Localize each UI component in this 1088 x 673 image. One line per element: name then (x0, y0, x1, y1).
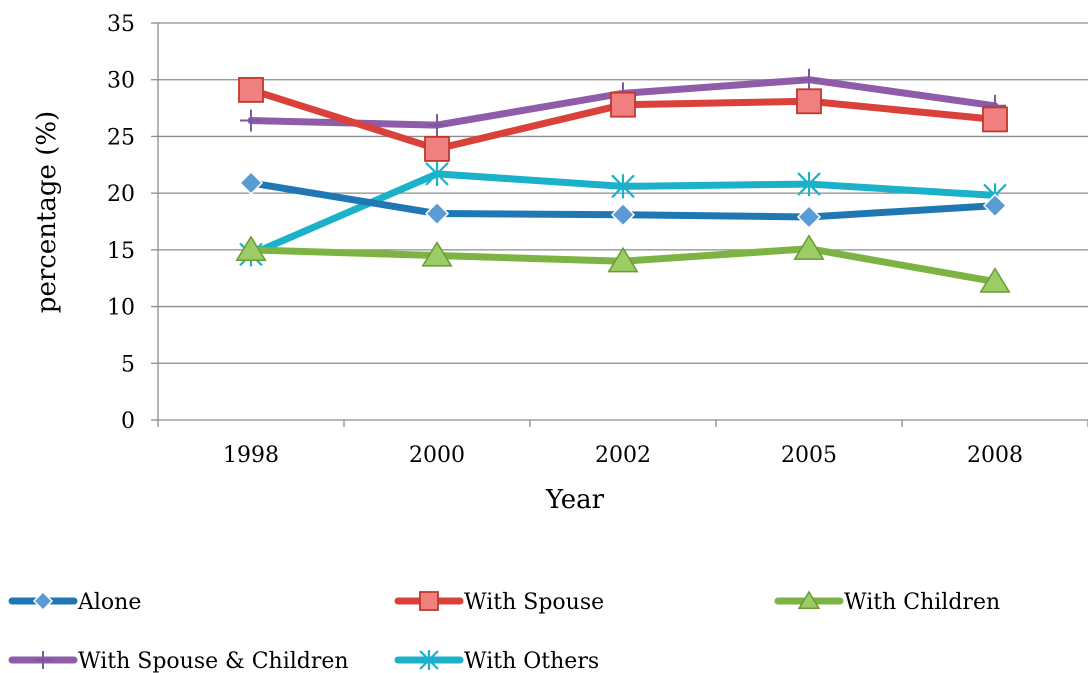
legend-label: With Children (844, 590, 1000, 615)
legend: Alone With Spouse With Children With Spouse… (8, 590, 1000, 673)
data-point (424, 136, 450, 162)
series-with-spouse (238, 77, 1008, 162)
data-point (793, 234, 825, 260)
legend-label: With Spouse (464, 590, 604, 615)
data-point (235, 235, 267, 262)
y-tick-label: 15 (107, 239, 135, 264)
square-marker (424, 136, 450, 162)
data-point (797, 171, 821, 197)
legend-label: With Others (464, 649, 599, 673)
data-point (796, 88, 822, 115)
triangle-marker (607, 246, 639, 273)
legend-marker (32, 590, 54, 612)
diamond-marker (424, 201, 450, 226)
triangle-marker (793, 234, 825, 260)
y-tick-label: 5 (121, 352, 135, 377)
data-point (610, 91, 636, 118)
legend-item-with-others: With Others (394, 649, 599, 673)
y-tick-label: 25 (107, 125, 135, 150)
data-point (426, 114, 448, 137)
data-point (796, 204, 822, 230)
legend-item-with-spouse-children: With Spouse & Children (8, 649, 349, 673)
square-marker (610, 91, 636, 118)
legend-marker (797, 590, 821, 609)
diamond-marker (238, 170, 264, 195)
y-tick-label: 35 (107, 12, 135, 37)
x-tick-label: 1998 (223, 443, 279, 468)
legend-label: With Spouse & Children (78, 649, 349, 673)
y-tick-label: 0 (121, 409, 135, 434)
triangle-marker (421, 241, 453, 267)
data-point (798, 68, 820, 91)
y-tick-label: 30 (107, 69, 135, 94)
data-point (424, 201, 450, 226)
data-point (982, 106, 1008, 133)
x-axis-label: Year (545, 485, 605, 515)
series-alone (238, 170, 1008, 230)
data-point (240, 109, 262, 132)
x-tick-labels: 1998 2000 2002 2005 2008 (223, 443, 1023, 468)
series-lines (235, 68, 1011, 293)
square-marker (982, 106, 1008, 133)
diamond-marker (796, 204, 822, 230)
legend-marker (419, 591, 439, 611)
x-tick-label: 2000 (409, 443, 465, 468)
data-point (421, 241, 453, 267)
square-marker (238, 77, 264, 103)
data-point (611, 174, 635, 199)
square-marker (419, 591, 439, 611)
x-tick-label: 2002 (595, 443, 651, 468)
data-point (425, 161, 449, 186)
data-point (238, 77, 264, 103)
diamond-marker (610, 202, 636, 227)
series-with-children (235, 234, 1011, 293)
triangle-marker (797, 590, 821, 609)
triangle-marker (235, 235, 267, 262)
y-axis-label: percentage (%) (32, 111, 62, 313)
legend-marker (419, 650, 439, 670)
x-tick-label: 2005 (781, 443, 837, 468)
y-tick-label: 20 (107, 182, 135, 207)
data-point (607, 246, 639, 273)
legend-item-alone: Alone (8, 590, 141, 615)
diamond-marker (982, 193, 1008, 218)
data-point (238, 170, 264, 195)
y-tick-label: 10 (107, 296, 135, 321)
data-point (979, 267, 1011, 293)
triangle-marker (979, 267, 1011, 293)
legend-label: Alone (77, 590, 141, 615)
diamond-marker (32, 590, 54, 612)
x-tick-label: 2008 (967, 443, 1023, 468)
data-point (610, 202, 636, 227)
legend-item-with-children: With Children (774, 590, 1000, 615)
axes (151, 22, 1088, 427)
legend-marker (34, 651, 52, 669)
legend-item-with-spouse: With Spouse (394, 590, 604, 615)
y-tick-labels: 0 5 10 15 20 25 30 35 (107, 12, 135, 434)
square-marker (796, 88, 822, 115)
data-point (982, 193, 1008, 218)
